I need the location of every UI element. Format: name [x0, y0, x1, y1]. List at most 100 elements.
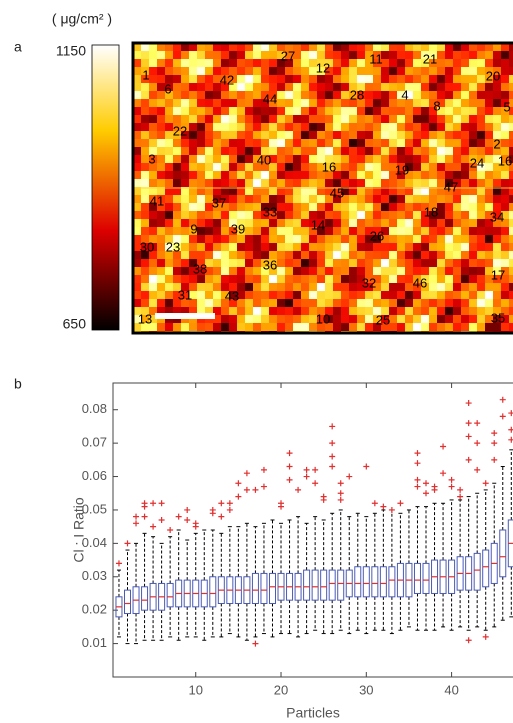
box: [141, 586, 149, 611]
heatmap-cell: [389, 115, 398, 124]
heatmap-cell: [461, 187, 470, 196]
heatmap-cell: [341, 115, 350, 124]
heatmap-cell: [349, 251, 358, 260]
heatmap-cell: [429, 91, 438, 100]
heatmap-cell: [205, 203, 214, 212]
heatmap-cell: [349, 147, 358, 156]
heatmap-cell: [269, 283, 278, 292]
heatmap-cell: [365, 115, 374, 124]
heatmap-cell: [277, 123, 286, 132]
heatmap-cell: [365, 283, 374, 292]
heatmap-cell: [333, 259, 342, 268]
heatmap-cell: [293, 59, 302, 68]
heatmap-cell: [293, 171, 302, 180]
heatmap-cell: [421, 147, 430, 156]
heatmap-cell: [197, 115, 206, 124]
heatmap-cell: [381, 43, 390, 52]
heatmap-cell: [509, 107, 513, 116]
heatmap-cell: [397, 83, 406, 92]
heatmap-cell: [469, 195, 478, 204]
heatmap-cell: [501, 59, 510, 68]
heatmap-cell: [285, 299, 294, 308]
heatmap-cell: [253, 59, 262, 68]
outlier: [491, 430, 498, 437]
heatmap-cell: [349, 115, 358, 124]
heatmap-cell: [229, 147, 238, 156]
heatmap-cell: [325, 91, 334, 100]
heatmap-cell: [173, 203, 182, 212]
heatmap-cell: [253, 107, 262, 116]
heatmap-cell: [285, 195, 294, 204]
heatmap-cell: [197, 83, 206, 92]
heatmap-cell: [365, 171, 374, 180]
heatmap-cell: [213, 83, 222, 92]
heatmap-cell: [437, 147, 446, 156]
heatmap-cell: [133, 315, 142, 324]
heatmap-cell: [501, 139, 510, 148]
heatmap-cell: [357, 59, 366, 68]
heatmap-cell: [221, 99, 230, 108]
heatmap-cell: [413, 83, 422, 92]
heatmap-cell: [301, 243, 310, 252]
particle-label: 42: [220, 72, 234, 87]
heatmap-cell: [205, 171, 214, 180]
heatmap-cell: [309, 267, 318, 276]
heatmap-cell: [477, 227, 486, 236]
heatmap-cell: [141, 203, 150, 212]
heatmap-cell: [413, 51, 422, 60]
heatmap-cell: [341, 299, 350, 308]
heatmap-cell: [421, 123, 430, 132]
heatmap-cell: [277, 51, 286, 60]
particle-label: 37: [212, 195, 226, 210]
heatmap-cell: [213, 195, 222, 204]
heatmap-cell: [333, 323, 342, 332]
heatmap-cell: [213, 187, 222, 196]
heatmap-cell: [509, 83, 513, 92]
heatmap-cell: [453, 323, 462, 332]
heatmap-cell: [181, 259, 190, 268]
heatmap-cell: [485, 75, 494, 84]
heatmap-cell: [197, 179, 206, 188]
particle-label: 20: [486, 68, 500, 83]
heatmap-cell: [293, 299, 302, 308]
heatmap-cell: [285, 307, 294, 316]
heatmap-cell: [317, 299, 326, 308]
heatmap-cell: [245, 235, 254, 244]
heatmap-cell: [149, 299, 158, 308]
heatmap-cell: [301, 179, 310, 188]
heatmap-cell: [381, 179, 390, 188]
heatmap-cell: [405, 107, 414, 116]
heatmap-cell: [317, 227, 326, 236]
heatmap-cell: [317, 259, 326, 268]
heatmap-cell: [221, 307, 230, 316]
heatmap-cell: [477, 275, 486, 284]
heatmap-cell: [445, 107, 454, 116]
heatmap-cell: [461, 123, 470, 132]
heatmap-cell: [381, 163, 390, 172]
heatmap-cell: [357, 147, 366, 156]
heatmap-cell: [213, 219, 222, 228]
heatmap-cell: [221, 267, 230, 276]
heatmap-cell: [269, 307, 278, 316]
heatmap-cell: [325, 115, 334, 124]
heatmap-cell: [365, 251, 374, 260]
box: [388, 566, 396, 598]
heatmap-cell: [157, 315, 166, 324]
heatmap-cell: [293, 211, 302, 220]
heatmap-cell: [133, 115, 142, 124]
heatmap-cell: [445, 91, 454, 100]
heatmap-cell: [421, 315, 430, 324]
heatmap-cell: [213, 123, 222, 132]
x-tick-label: 10: [188, 682, 202, 697]
heatmap-cell: [317, 323, 326, 332]
heatmap-cell: [253, 43, 262, 52]
heatmap-cell: [429, 75, 438, 84]
heatmap-cell: [389, 235, 398, 244]
heatmap-cell: [405, 51, 414, 60]
heatmap-cell: [213, 299, 222, 308]
heatmap-cell: [421, 131, 430, 140]
heatmap-cell: [213, 51, 222, 60]
heatmap-cell: [389, 155, 398, 164]
heatmap-cell: [405, 315, 414, 324]
heatmap-cell: [373, 67, 382, 76]
